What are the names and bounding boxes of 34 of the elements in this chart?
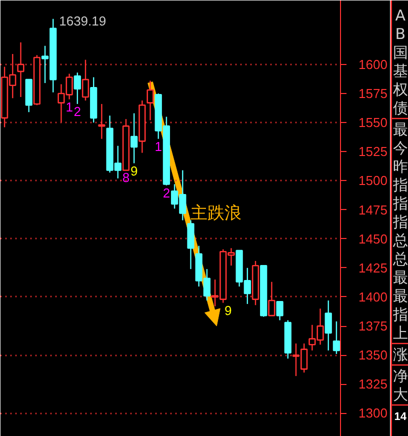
annotation: 2 — [162, 185, 170, 200]
y-tick-label: 1450 — [358, 231, 388, 246]
y-tick-label: 1375 — [358, 318, 388, 334]
text: 涨 — [392, 346, 408, 364]
annotation: 8 — [122, 170, 130, 186]
candlestick — [130, 112, 138, 164]
candlestick — [146, 80, 154, 121]
y-tick-label: 1500 — [358, 173, 388, 188]
annotation: 9 — [130, 163, 138, 178]
candlestick — [276, 300, 284, 321]
candlestick — [324, 300, 332, 352]
candlestick — [74, 72, 81, 105]
text: 净大 — [392, 367, 408, 404]
annotation: 1 — [154, 138, 162, 154]
annotation: 主跌浪 — [190, 203, 242, 224]
y-tick-label: 1600 — [358, 56, 388, 72]
y-tick-label: 1325 — [358, 376, 388, 392]
annotation: 1639.19 — [59, 13, 106, 28]
y-tick-label: 1525 — [358, 144, 388, 160]
candlestick — [332, 320, 340, 355]
text: 最今昨指指指总总最最指上 — [392, 120, 408, 342]
y-tick-label: 1425 — [358, 260, 388, 276]
y-tick-label: 1575 — [358, 86, 388, 102]
annotation: 9 — [224, 302, 232, 318]
text: 14 — [394, 411, 408, 423]
candlestick — [268, 281, 276, 316]
text: AB国基权债 — [392, 6, 408, 117]
y-tick-label: 1550 — [358, 115, 388, 130]
y-tick-label: 1350 — [358, 348, 388, 363]
y-tick-label: 1475 — [358, 202, 388, 218]
y-tick-label: 1400 — [358, 289, 388, 304]
annotation: 2 — [74, 104, 82, 119]
y-tick-label: 1300 — [358, 406, 388, 421]
annotation: 1 — [66, 99, 73, 114]
